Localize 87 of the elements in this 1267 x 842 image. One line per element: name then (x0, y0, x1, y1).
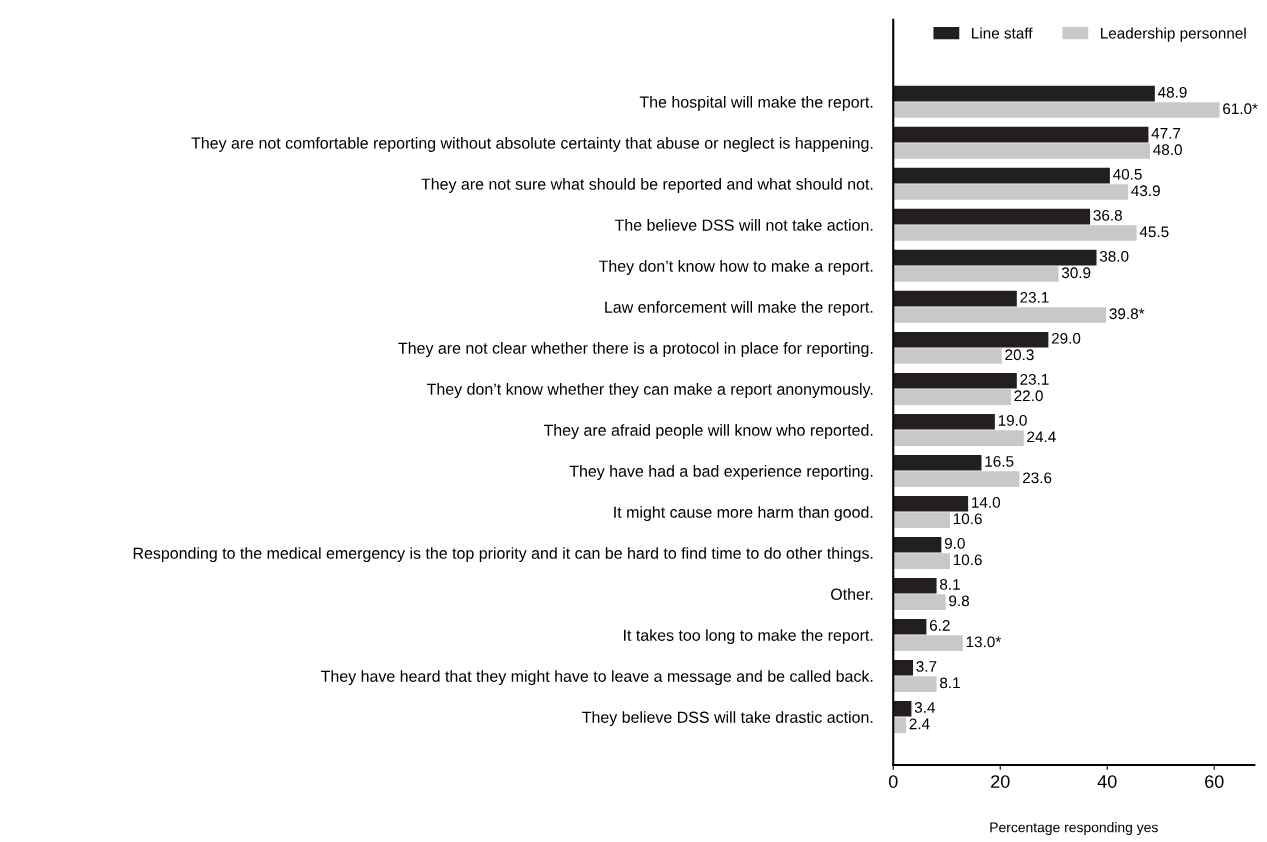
bar (893, 700, 912, 717)
data-label: 38.0 (1099, 250, 1129, 262)
data-label: 36.8 (1093, 209, 1122, 221)
bar (893, 167, 1110, 184)
data-label: 19.0 (998, 414, 1027, 426)
bar (893, 249, 1097, 266)
y-tick-label: They are not sure what should be reported and what should not. (421, 178, 873, 193)
y-tick-label: They don’t know whether they can make a report anonymously. (427, 383, 873, 398)
data-label: 2.4 (909, 718, 930, 730)
data-label: 43.9 (1131, 185, 1160, 197)
bar (893, 85, 1155, 102)
data-label: 30.9 (1061, 267, 1091, 279)
bar (893, 225, 1137, 241)
data-label: 20.3 (1005, 349, 1034, 361)
data-label: 45.5 (1139, 226, 1169, 238)
data-label: 40.5 (1113, 168, 1142, 180)
bar (893, 266, 1059, 282)
bar (893, 290, 1017, 307)
data-label: 6.2 (929, 620, 950, 631)
bar (893, 659, 914, 676)
data-label: 9.8 (949, 595, 970, 607)
bar (893, 454, 982, 471)
data-label: 10.6 (953, 554, 982, 566)
bar (893, 184, 1129, 200)
y-tick-label: They have heard that they might have to leave a message and be called back. (321, 670, 873, 686)
x-axis-title: Percentage responding yes (990, 822, 1158, 836)
y-tick-label: They have had a bad experience reporting. (569, 465, 873, 481)
data-label: 10.6 (953, 513, 982, 525)
bar (893, 430, 1024, 446)
bar (893, 577, 937, 594)
bar (893, 143, 1151, 159)
y-tick-label: The hospital will make the report. (639, 96, 873, 111)
x-tick-label: 0 (888, 775, 898, 788)
bar (893, 676, 937, 692)
y-tick-label: They are afraid people will know who reported. (543, 424, 873, 439)
legend-label: Leadership personnel (1101, 27, 1246, 42)
bar (893, 717, 907, 733)
bar (893, 618, 927, 635)
y-tick-label: They don’t know how to make a report. (598, 260, 873, 275)
bar (893, 331, 1049, 348)
bar (893, 389, 1011, 405)
data-label: 13.0* (966, 636, 1001, 648)
data-label: 9.0 (944, 538, 965, 549)
bar (893, 495, 969, 512)
bar (893, 102, 1220, 118)
data-label: 16.5 (985, 455, 1014, 467)
data-label: 3.4 (914, 702, 935, 713)
y-tick-label: Responding to the medical emergency is the top priority and it can be hard to find time to do other things. (133, 547, 873, 563)
data-label: 39.8* (1109, 308, 1145, 320)
data-label: 48.9 (1157, 86, 1187, 98)
y-tick-label: It might cause more harm than good. (614, 506, 873, 522)
x-tick-label: 40 (1097, 775, 1117, 788)
y-tick-label: It takes too long to make the report. (624, 629, 873, 645)
bar (893, 471, 1020, 487)
bar (893, 126, 1149, 143)
legend-label: Line staff (972, 27, 1033, 39)
bar (893, 348, 1002, 364)
data-label: 23.1 (1020, 291, 1049, 303)
data-label: 22.0 (1014, 390, 1043, 402)
data-label: 47.7 (1151, 128, 1181, 139)
data-label: 23.1 (1020, 373, 1049, 385)
data-label: 8.1 (940, 579, 960, 590)
y-tick-label: Law enforcement will make the report. (605, 301, 873, 316)
bar (893, 553, 950, 569)
y-tick-label: They believe DSS will take drastic action. (582, 711, 873, 727)
data-label: 8.1 (940, 677, 960, 689)
bar (893, 635, 963, 651)
x-tick-label: 60 (1205, 775, 1224, 788)
y-tick-label: Other. (831, 588, 873, 600)
y-tick-label: The believe DSS will not take action. (614, 219, 873, 231)
data-label: 24.4 (1027, 431, 1056, 443)
y-tick-label: They are not clear whether there is a protocol in place for reporting. (398, 342, 873, 357)
bar (893, 512, 950, 528)
bar (893, 372, 1017, 389)
x-tick-label: 20 (991, 775, 1010, 788)
data-label: 3.7 (916, 661, 937, 672)
bar (893, 594, 946, 610)
bar (893, 536, 942, 553)
bar (893, 307, 1107, 323)
data-label: 48.0 (1153, 144, 1182, 156)
y-tick-label: They are not comfortable reporting without absolute certainty that abuse or neglect is happening. (191, 137, 873, 152)
data-label: 61.0* (1223, 103, 1258, 115)
bar (893, 208, 1091, 225)
data-label: 29.0 (1051, 332, 1081, 344)
data-label: 14.0 (972, 497, 1001, 508)
bar (893, 413, 995, 430)
data-label: 23.6 (1023, 472, 1052, 484)
